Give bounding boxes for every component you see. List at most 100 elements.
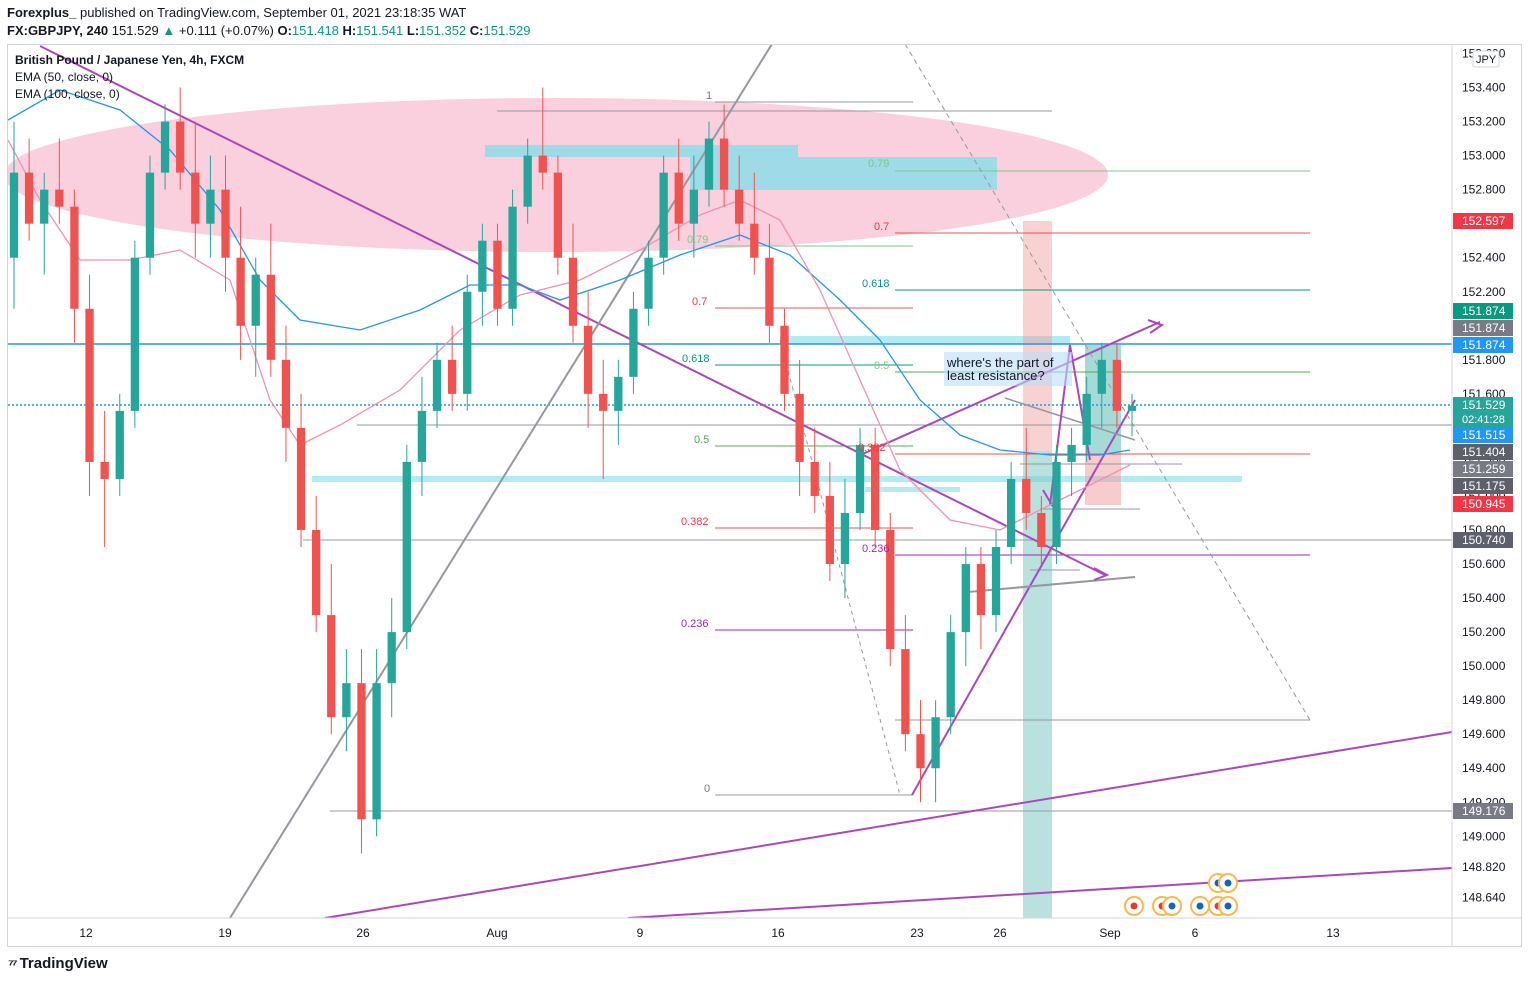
candle-body [478, 240, 487, 292]
high-label: H: [342, 23, 357, 38]
candle-body [9, 172, 19, 258]
long-support-trendline [627, 867, 1452, 918]
candle-body [40, 189, 49, 224]
open-value: 151.418 [291, 23, 339, 38]
price-tick-label: 149.400 [1462, 761, 1506, 775]
legend-title: British Pound / Japanese Yen, 4h, FXCM [15, 53, 245, 67]
candle-body [901, 649, 910, 735]
candle-body [629, 308, 638, 377]
fib-level-label: 0.382 [681, 516, 709, 528]
annotation-box [944, 352, 1072, 386]
price-tick-label: 149.800 [1462, 693, 1506, 707]
price-badge [1453, 496, 1513, 512]
high-value: 151.541 [356, 23, 404, 38]
candle-body [674, 172, 683, 224]
candle-body [281, 359, 291, 428]
candle-body [221, 189, 230, 258]
fib-level-label: 0.618 [682, 353, 710, 365]
price-tick-label: 150.600 [1462, 557, 1506, 571]
price-tick-label: 149.000 [1462, 829, 1506, 843]
price-badge-label: 151.874 [1462, 304, 1506, 318]
candle-body [206, 189, 215, 224]
arrow-head-icon [1147, 319, 1165, 334]
price-badge-label: 150.740 [1462, 533, 1506, 547]
supply-zone [780, 336, 1070, 344]
price-tick-label: 152.400 [1462, 251, 1506, 265]
candle-body [432, 359, 442, 411]
candle-body [1082, 393, 1091, 445]
supply-zone [485, 145, 798, 157]
price-tick-label: 153.400 [1462, 81, 1506, 95]
candle-body [493, 240, 502, 309]
countdown-label: 02:41:28 [1462, 414, 1505, 426]
demand-zone [865, 487, 960, 492]
price-badge-label: 151.874 [1462, 338, 1506, 352]
price-tick-label: 150.200 [1462, 625, 1506, 639]
candle-body [1097, 359, 1106, 394]
dashed-projection-line [779, 339, 901, 796]
fib-level-label: 0.618 [862, 278, 890, 290]
candle-body [599, 393, 608, 411]
price-badge-label: 151.874 [1462, 321, 1506, 335]
candle-body [614, 376, 623, 411]
price-badge-label: 151.259 [1462, 462, 1506, 476]
date-tick-label: Sep [1099, 926, 1121, 940]
chart-legend: British Pound / Japanese Yen, 4h, FXCM E… [15, 52, 244, 103]
candle-body [568, 257, 578, 326]
fib-level-label: 0 [704, 783, 710, 795]
change-up-icon: ▲ [162, 23, 176, 38]
candle-body [991, 547, 1001, 616]
close-value: 151.529 [483, 23, 531, 38]
candle-body [538, 155, 547, 173]
open-label: O: [277, 23, 292, 38]
fib-level-label: 0.7 [874, 221, 889, 233]
price-badge-label: 150.945 [1462, 497, 1506, 511]
date-tick-label: 9 [637, 926, 644, 940]
fib-level-label: 1 [706, 90, 712, 102]
price-badge [1453, 803, 1513, 819]
long-support-trendline [324, 731, 1452, 918]
price-badge-label: 151.175 [1462, 479, 1506, 493]
candle-body [886, 530, 895, 650]
currency-box [1472, 50, 1500, 68]
gray-segment [1004, 397, 1136, 441]
price-badge-label: 151.515 [1462, 428, 1506, 442]
tradingview-logo[interactable]: ⁷⁷ TradingView [8, 955, 108, 972]
candle-body [463, 291, 472, 394]
fib-level-label: 0.236 [681, 618, 709, 630]
candle-body [871, 444, 880, 530]
price-tick-label: 149.600 [1462, 727, 1506, 741]
low-value: 151.352 [419, 23, 467, 38]
candle-body [191, 172, 200, 224]
price-badge [1453, 461, 1513, 477]
candle-body [855, 444, 865, 513]
candle-body [840, 512, 850, 565]
chart-frame [7, 44, 1522, 947]
price-tick-label: 150.400 [1462, 591, 1506, 605]
candle-body [236, 257, 245, 326]
candle-body [145, 172, 155, 258]
candle-body [266, 274, 275, 360]
candle-body [508, 206, 517, 309]
candle-body [357, 683, 366, 820]
date-tick-label: 26 [356, 926, 370, 940]
date-tick-label: 26 [993, 926, 1007, 940]
candle-body [387, 632, 396, 684]
symbol-label: FX:GBPJPY, 240 [7, 23, 109, 38]
candle-body [312, 530, 321, 616]
candle-body [55, 189, 64, 207]
candle-body [719, 138, 729, 190]
supply-zone [690, 157, 997, 190]
fib-level-label: 0.7 [692, 296, 707, 308]
currency-label: JPY [1476, 54, 1497, 66]
fib-level-label: 0.5 [874, 360, 889, 372]
candle-body [961, 564, 970, 633]
price-badge [1453, 444, 1513, 460]
price-tick-label: 152.800 [1462, 183, 1506, 197]
annotation-text: least resistance? [947, 368, 1045, 383]
date-tick-label: 19 [218, 926, 232, 940]
candle-body [946, 632, 955, 718]
event-uk-icon-dot [1168, 902, 1176, 910]
ascending-trendline [911, 399, 1136, 796]
